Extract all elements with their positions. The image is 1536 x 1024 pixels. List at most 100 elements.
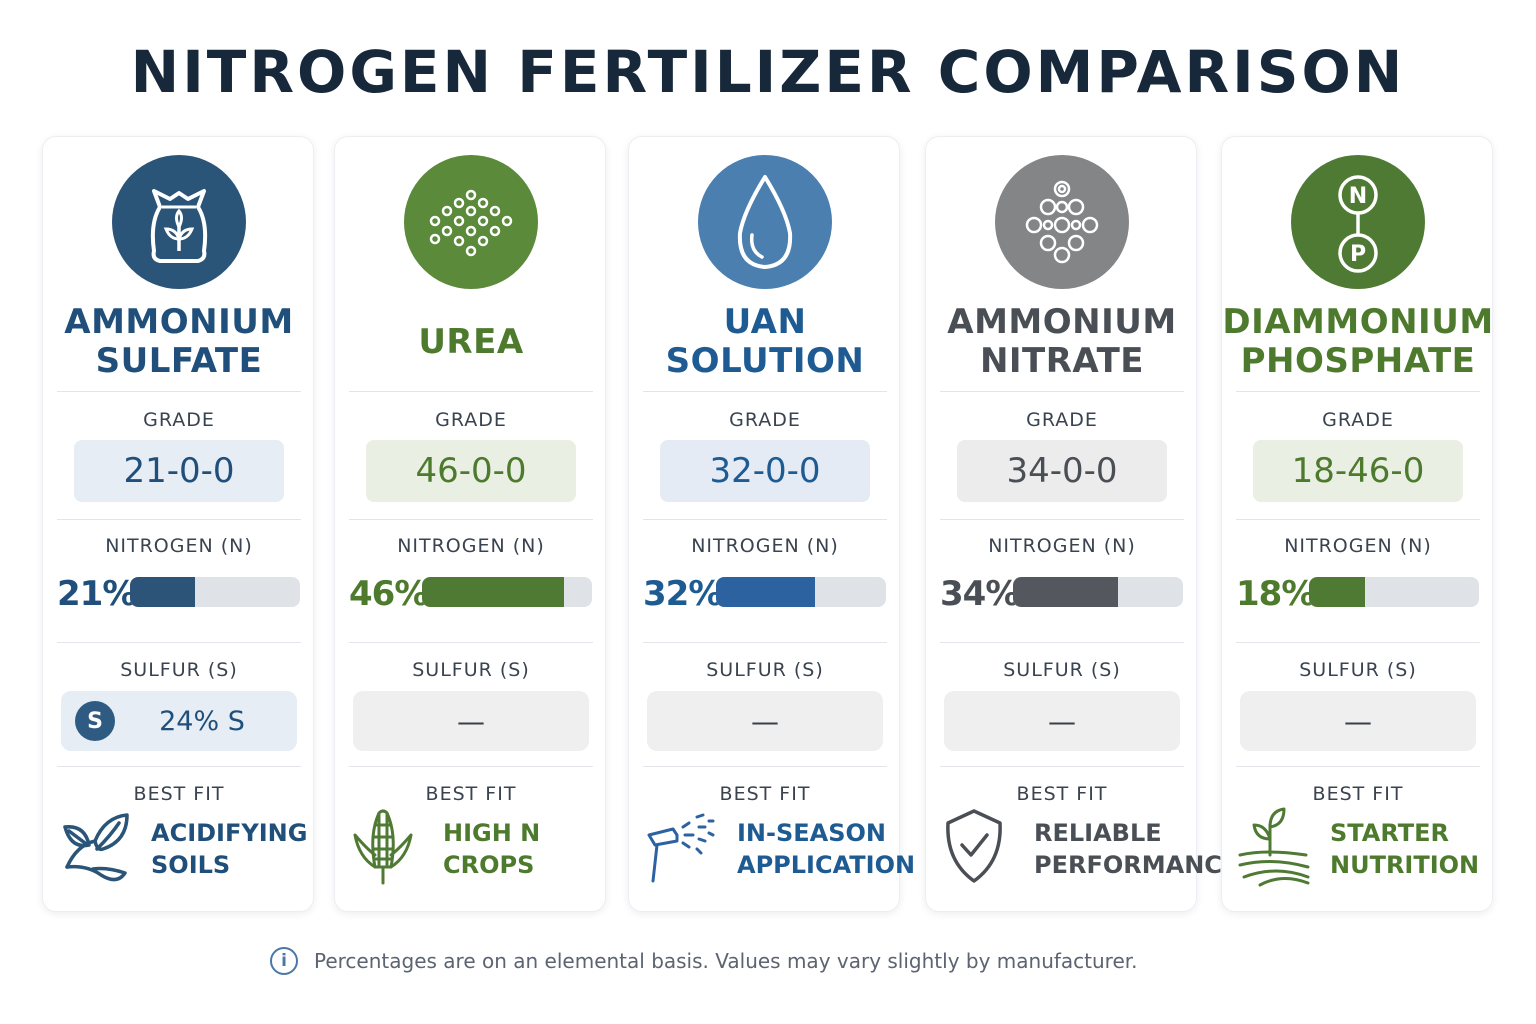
nitrogen-label: NITROGEN (N): [397, 535, 545, 557]
product-name-line1: UAN: [723, 302, 807, 342]
sulfur-label: SULFUR (S): [1003, 659, 1121, 681]
nitrogen-bar: [1309, 577, 1365, 607]
divider: [643, 766, 887, 767]
sulfur-value: —: [1344, 704, 1372, 738]
nitrogen-bar: [1013, 577, 1119, 607]
divider: [940, 642, 1184, 643]
divider: [57, 519, 301, 520]
best-fit-line1: HIGH N: [443, 819, 541, 847]
divider: [1236, 766, 1480, 767]
divider: [57, 391, 301, 392]
nitrogen-label: NITROGEN (N): [1284, 535, 1432, 557]
nitrogen-bar-track: [130, 577, 300, 607]
shield-check-icon-graphic: [946, 809, 1002, 883]
best-fit-label: BEST FIT: [1016, 783, 1108, 805]
sprayer-icon-graphic: [647, 813, 715, 883]
sulfur-label: SULFUR (S): [1299, 659, 1417, 681]
phosphorus-symbol: P: [1350, 242, 1366, 267]
grade-value: 32-0-0: [660, 440, 870, 502]
corn-icon: [349, 805, 425, 887]
best-fit-text: ACIDIFYING SOILS: [151, 817, 311, 881]
divider: [643, 519, 887, 520]
sulfur-value: —: [751, 704, 779, 738]
grade-label: GRADE: [143, 409, 215, 431]
product-name-line2: NITRATE: [979, 341, 1145, 381]
seedling-field-icon-graphic: [1238, 807, 1310, 887]
footnote-text: Percentages are on an elemental basis. V…: [314, 949, 1138, 973]
divider: [57, 766, 301, 767]
granules-icon-graphic: [404, 155, 538, 289]
sulfur-badge: S: [75, 701, 115, 741]
sulfur-value-box: S 24% S: [61, 691, 297, 751]
divider: [940, 391, 1184, 392]
best-fit-text: HIGH N CROPS: [443, 817, 603, 881]
divider: [940, 766, 1184, 767]
best-fit-line1: RELIABLE: [1034, 819, 1162, 847]
sulfur-label: SULFUR (S): [412, 659, 530, 681]
nitrogen-bar-track: [1013, 577, 1183, 607]
divider: [1236, 519, 1480, 520]
grade-label: GRADE: [435, 409, 507, 431]
divider: [643, 391, 887, 392]
seedling-field-icon: [1236, 805, 1312, 887]
nitrogen-percent: 32%: [643, 574, 722, 614]
best-fit-line2: APPLICATION: [737, 851, 916, 879]
nitrogen-percent: 46%: [349, 574, 428, 614]
best-fit-line2: NUTRITION: [1330, 851, 1480, 879]
corn-icon-graphic: [353, 809, 413, 885]
nitrogen-bar-track: [716, 577, 886, 607]
product-name-line1: AMMONIUM: [947, 302, 1177, 342]
nitrogen-bar: [130, 577, 195, 607]
n-p-molecule-icon: N P: [1291, 155, 1425, 289]
product-name-line1: UREA: [418, 321, 524, 362]
card-uan-solution: UAN SOLUTION GRADE 32-0-0 NITROGEN (N) 3…: [628, 136, 916, 912]
product-name: AMMONIUM SULFATE: [49, 300, 309, 384]
sulfur-value-box: —: [944, 691, 1180, 751]
best-fit-label: BEST FIT: [1312, 783, 1404, 805]
best-fit-text: RELIABLE PERFORMANCE: [1034, 817, 1239, 881]
sulfur-value-box: —: [1240, 691, 1476, 751]
best-fit-line1: STARTER: [1330, 819, 1450, 847]
comparison-cards: AMMONIUM SULFATE GRADE 21-0-0 NITROGEN (…: [42, 136, 1496, 912]
best-fit-text: IN-SEASON APPLICATION: [737, 817, 916, 881]
nitrogen-bar-track: [1309, 577, 1479, 607]
grade-value: 18-46-0: [1253, 440, 1463, 502]
granules-icon: [404, 155, 538, 289]
grade-label: GRADE: [1026, 409, 1098, 431]
nitrogen-label: NITROGEN (N): [988, 535, 1136, 557]
grade-value: 21-0-0: [74, 440, 284, 502]
divider: [57, 642, 301, 643]
sulfur-label: SULFUR (S): [120, 659, 238, 681]
grade-value: 34-0-0: [957, 440, 1167, 502]
best-fit-line2: PERFORMANCE: [1034, 851, 1239, 879]
card-ammonium-sulfate: AMMONIUM SULFATE GRADE 21-0-0 NITROGEN (…: [42, 136, 314, 912]
prills-icon-graphic: [995, 155, 1129, 289]
leaf-sprout-icon: [57, 805, 133, 887]
product-name: AMMONIUM NITRATE: [932, 300, 1192, 384]
divider: [349, 391, 593, 392]
nitrogen-label: NITROGEN (N): [691, 535, 839, 557]
product-name: DIAMMONIUM PHOSPHATE: [1222, 300, 1493, 384]
product-name-line1: AMMONIUM: [64, 302, 294, 342]
sulfur-value: 24% S: [159, 705, 245, 737]
droplet-icon-graphic: [698, 155, 832, 289]
divider: [349, 519, 593, 520]
best-fit-text: STARTER NUTRITION: [1330, 817, 1490, 881]
sulfur-value-box: —: [353, 691, 589, 751]
sulfur-value-box: —: [647, 691, 883, 751]
page-title: NITROGEN FERTILIZER COMPARISON: [130, 38, 1406, 106]
info-icon: i: [270, 947, 298, 975]
divider: [643, 642, 887, 643]
product-name-line2: SOLUTION: [665, 341, 865, 381]
sulfur-value: —: [457, 704, 485, 738]
nitrogen-label: NITROGEN (N): [105, 535, 253, 557]
divider: [349, 766, 593, 767]
nitrogen-percent: 18%: [1236, 574, 1315, 614]
product-name: UREA: [341, 300, 601, 384]
nitrogen-bar-track: [422, 577, 592, 607]
fertilizer-bag-icon-graphic: [112, 155, 246, 289]
nitrogen-symbol: N: [1349, 184, 1367, 209]
fertilizer-bag-icon: [112, 155, 246, 289]
grade-label: GRADE: [729, 409, 801, 431]
n-p-molecule-icon-graphic: N P: [1291, 155, 1425, 289]
